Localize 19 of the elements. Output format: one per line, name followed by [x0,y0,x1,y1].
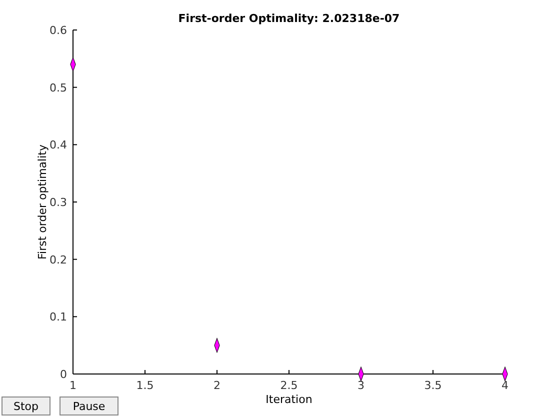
x-tick-label: 1 [70,379,76,392]
x-tick-label: 2 [214,379,220,392]
x-tick-label: 1.5 [136,379,154,392]
text: Stop [13,400,39,413]
x-tick-label: 2.5 [280,379,298,392]
y-tick-label: 0.5 [50,81,67,94]
y-axis-title: First order optimality [36,144,49,260]
y-tick-label: 0.3 [50,196,67,209]
text: Pause [72,400,106,413]
y-tick-label: 0 [60,368,67,381]
y-tick-label: 0.2 [50,253,67,266]
x-axis-title: Iteration [266,393,312,406]
x-tick-label: 4 [502,379,508,392]
x-tick-label: 3 [358,379,364,392]
y-tick-label: 0.4 [50,138,67,152]
x-tick-label: 3.5 [424,379,442,392]
y-tick-label: 0.1 [50,310,67,324]
chart-title: First-order Optimality: 2.02318e-07 [178,12,400,25]
y-tick-label: 0.6 [50,24,67,37]
